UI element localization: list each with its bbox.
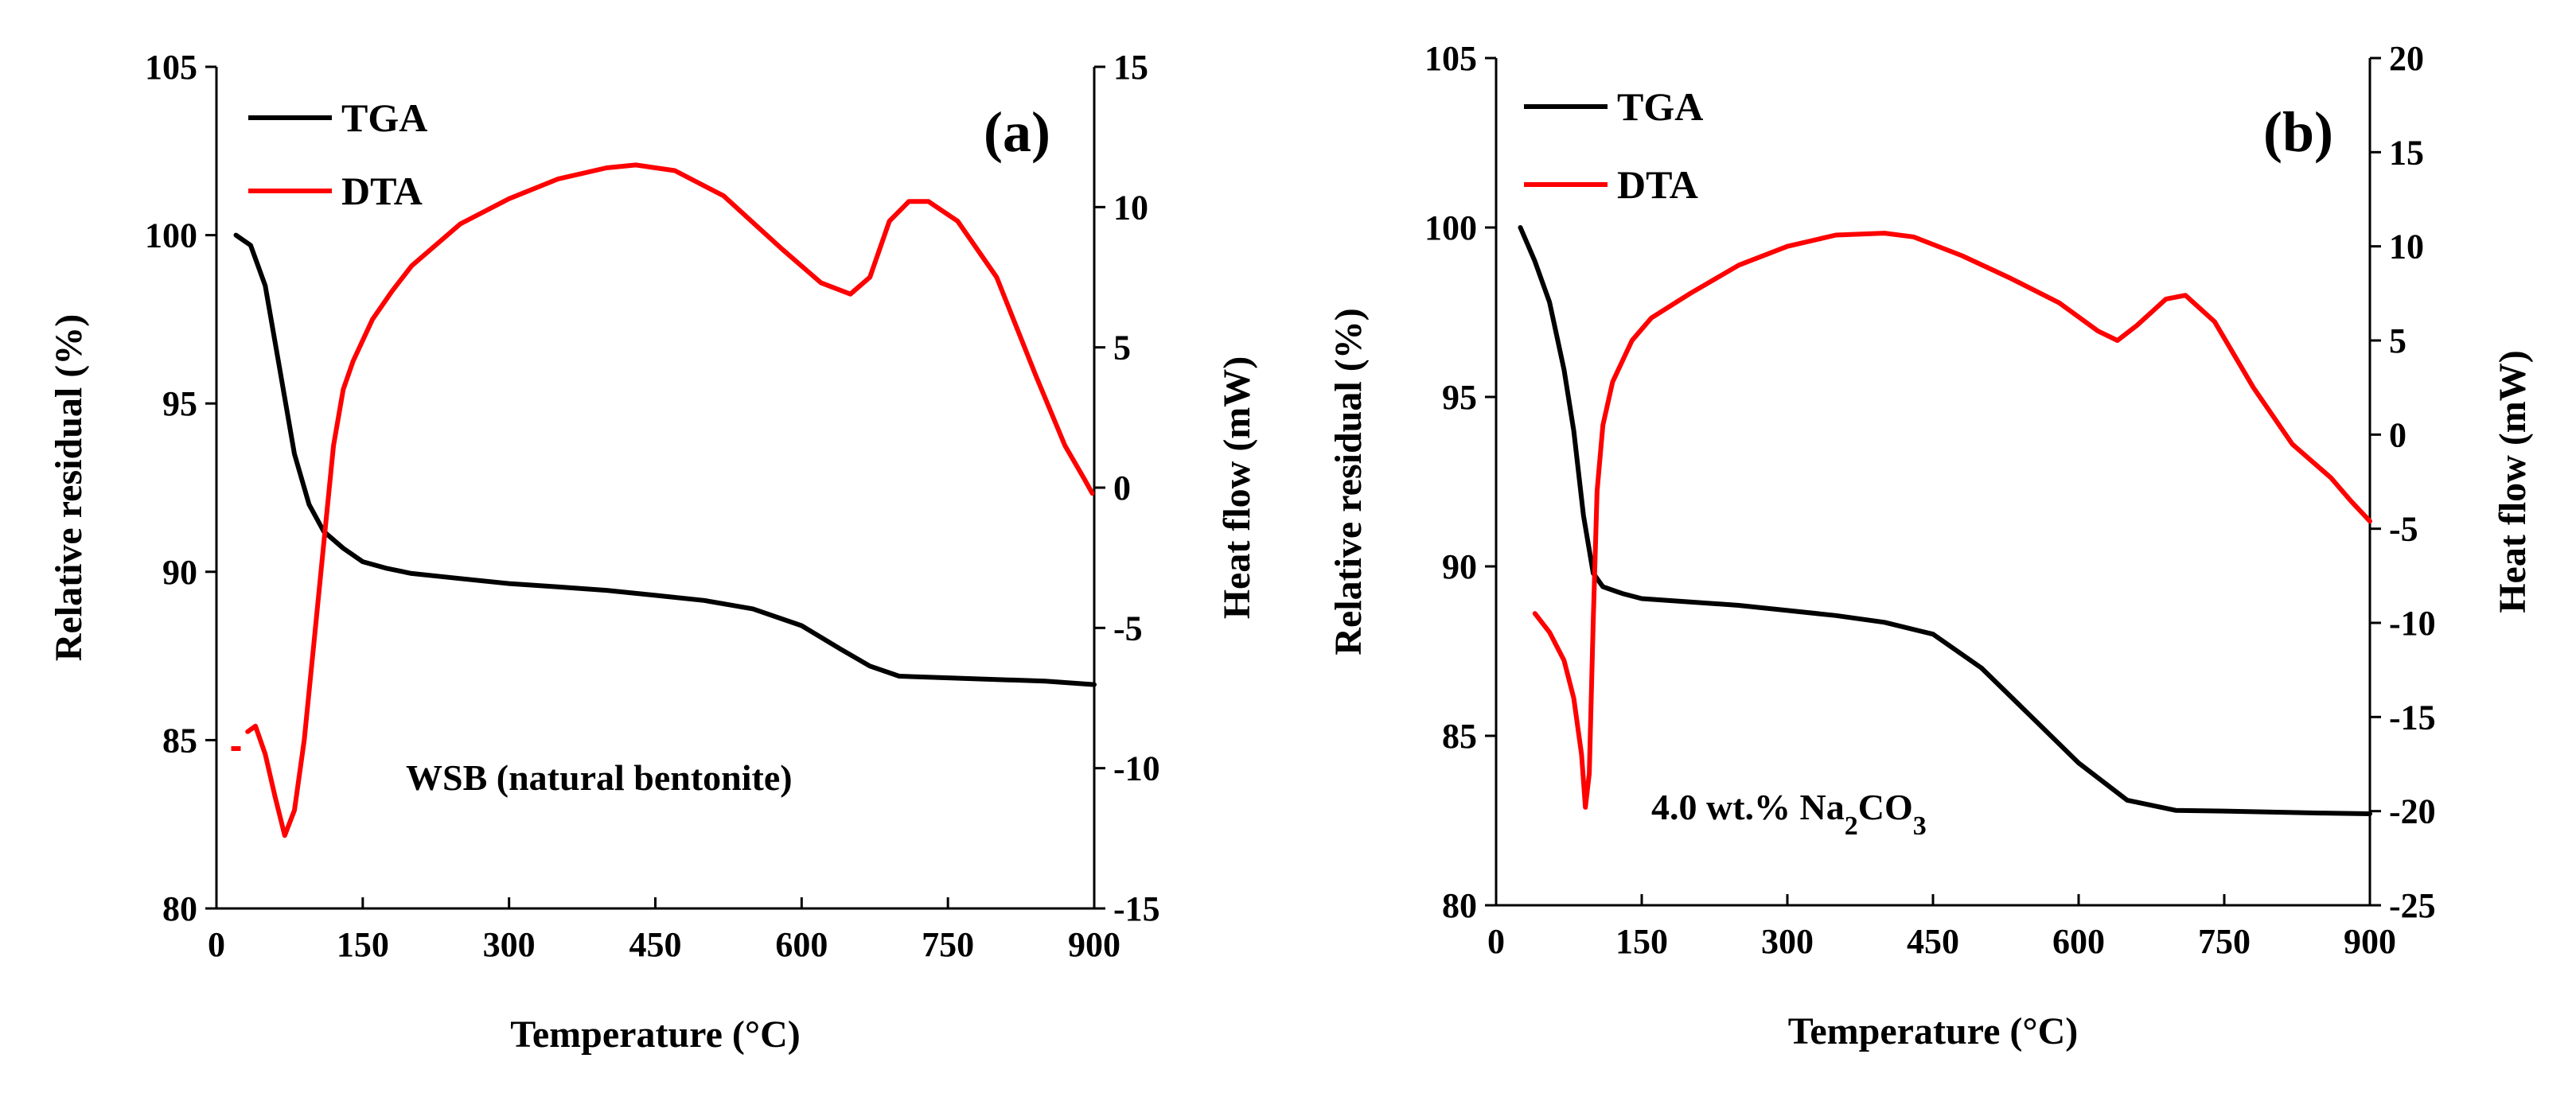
y-right-tick-label: -15: [2389, 698, 2436, 737]
y-right-tick-label: -5: [1113, 609, 1143, 648]
y-right-tick-label: 0: [1113, 469, 1131, 508]
y-right-tick-label: 15: [1113, 48, 1148, 87]
x-axis-title: Temperature (°C): [510, 1013, 800, 1056]
x-tick-label: 150: [337, 925, 389, 964]
y-right-tick-label: -10: [2389, 604, 2436, 643]
y-right-axis-title: Heat flow (mW): [2492, 350, 2534, 613]
y-right-tick-label: 0: [2389, 415, 2406, 454]
y-left-tick-label: 105: [1424, 39, 1477, 78]
x-tick-label: 750: [922, 925, 974, 964]
y-right-tick-label: 20: [2389, 39, 2424, 78]
sample-annotation: WSB (natural bentonite): [406, 757, 793, 798]
y-right-tick-label: -20: [2389, 792, 2436, 831]
chart-panel-b: 0 150 300 450 600 750 90080859095100105-25-20-…: [1327, 39, 2534, 1052]
y-left-axis-title: Relative residual (%): [1327, 308, 1370, 655]
y-right-tick-label: -15: [1113, 889, 1160, 928]
y-left-tick-label: 100: [1424, 208, 1477, 247]
y-left-tick-label: 90: [1442, 547, 1477, 586]
y-left-tick-label: 100: [145, 216, 197, 255]
y-right-tick-label: 15: [2389, 133, 2424, 172]
sample-annotation: 4.0 wt.% Na2CO3: [1651, 787, 1927, 841]
y-left-tick-label: 95: [1442, 378, 1477, 417]
y-right-tick-label: 10: [2389, 228, 2424, 266]
x-tick-label: 450: [629, 925, 682, 964]
y-left-axis-title: Relative residual (%): [48, 314, 90, 661]
legend-label-dta: DTA: [1617, 162, 1698, 207]
tga-series-line: [1518, 225, 2372, 816]
y-right-tick-label: -10: [1113, 749, 1160, 788]
legend-label-tga: TGA: [341, 95, 427, 140]
x-tick-label: 600: [2052, 922, 2105, 961]
panel-label: (b): [2263, 100, 2333, 164]
y-left-tick-label: 80: [162, 889, 197, 928]
y-right-tick-label: -5: [2389, 510, 2418, 549]
dta-series-line: [245, 162, 1095, 838]
y-left-tick-label: 85: [162, 721, 197, 760]
panel-label: (a): [984, 100, 1050, 164]
y-right-tick-label: 5: [2389, 321, 2406, 360]
tga-series-line: [233, 232, 1097, 687]
x-tick-label: 300: [1761, 922, 1814, 961]
x-tick-label: 600: [775, 925, 828, 964]
x-tick-label: 900: [1068, 925, 1120, 964]
y-right-tick-label: -25: [2389, 886, 2436, 925]
x-tick-label: 450: [1907, 922, 1959, 961]
x-tick-label: 0: [1487, 922, 1505, 961]
y-right-tick-label: 5: [1113, 329, 1131, 368]
x-tick-label: 300: [483, 925, 536, 964]
y-left-tick-label: 105: [145, 48, 197, 87]
legend-label-tga: TGA: [1617, 84, 1703, 129]
y-left-tick-label: 95: [162, 384, 197, 423]
y-right-axis-title: Heat flow (mW): [1216, 356, 1258, 620]
x-tick-label: 750: [2198, 922, 2251, 961]
x-tick-label: 150: [1615, 922, 1668, 961]
legend-label-dta: DTA: [341, 169, 423, 213]
y-right-tick-label: 10: [1113, 188, 1148, 227]
x-tick-label: 900: [2344, 922, 2396, 961]
y-left-tick-label: 80: [1442, 886, 1477, 925]
x-tick-label: 0: [208, 925, 225, 964]
y-left-tick-label: 85: [1442, 717, 1477, 756]
chart-panel-a: 0 150 300 450 600 750 90080859095100105-15-10-…: [48, 48, 1258, 1056]
dta-series-line: [1532, 231, 2372, 810]
x-axis-title: Temperature (°C): [1788, 1010, 2078, 1052]
y-left-tick-label: 90: [162, 553, 197, 592]
